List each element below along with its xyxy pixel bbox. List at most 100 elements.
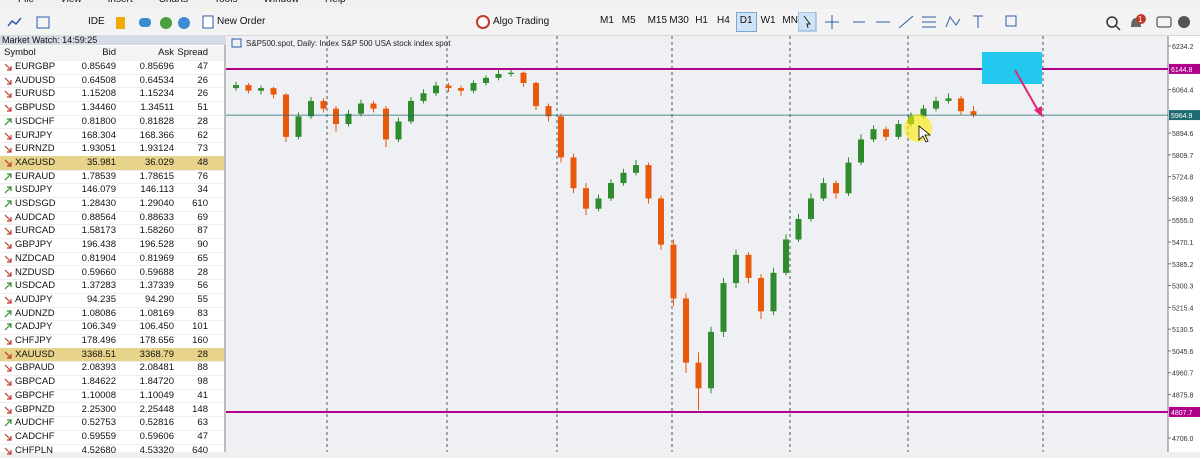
ide-button[interactable]: IDE: [88, 16, 105, 27]
candle-body: [883, 129, 889, 137]
symbol-row[interactable]: CADJPY 106.349 106.450 101: [0, 320, 224, 335]
candle-body: [758, 277, 764, 312]
symbol-row[interactable]: CADCHF 0.59559 0.59606 47: [0, 430, 224, 445]
menu-item[interactable]: Help: [325, 0, 346, 6]
symbol-row[interactable]: XAUUSD 3368.51 3368.79 28: [0, 347, 224, 363]
candle-body: [470, 82, 477, 91]
symbol-row[interactable]: EURUSD 1.15208 1.15234 26: [0, 87, 224, 103]
ask: 2.25448: [139, 403, 174, 415]
ask: 1.15234: [139, 88, 174, 100]
arrow: [4, 447, 12, 455]
direction-icon: [4, 241, 12, 249]
symbol-row[interactable]: EURGBP 0.85649 0.85696 47: [0, 60, 224, 75]
menu-item[interactable]: Window: [263, 0, 299, 6]
symbol-row[interactable]: USDCHF 0.81800 0.81828 28: [0, 115, 224, 130]
symbol-row[interactable]: AUDUSD 0.64508 0.64534 26: [0, 74, 224, 89]
symbol-row[interactable]: GBPUSD 1.34460 1.34511 51: [0, 101, 224, 116]
menu-item[interactable]: Charts: [159, 0, 188, 6]
timeframe-button[interactable]: H1: [695, 15, 708, 26]
symbol-row[interactable]: AUDNZD 1.08086 1.08169 83: [0, 307, 224, 322]
timeframe-button[interactable]: MN: [782, 15, 798, 26]
arrow: [4, 282, 12, 290]
spread: 47: [197, 61, 208, 72]
symbol-row[interactable]: AUDCHF 0.52753 0.52816 63: [0, 416, 224, 431]
candle-body: [720, 283, 727, 332]
symbol-row[interactable]: EURAUD 1.78539 1.78615 76: [0, 170, 224, 185]
candle-body: [795, 218, 802, 240]
new-order-button[interactable]: New Order: [217, 16, 266, 27]
symbol-row[interactable]: EURNZD 1.93051 1.93124 73: [0, 142, 224, 157]
timeframe-button[interactable]: W1: [760, 15, 776, 26]
symbol: NZDUSD: [15, 266, 55, 278]
symbol-row[interactable]: GBPAUD 2.08393 2.08481 88: [0, 361, 224, 377]
direction-icon: [4, 227, 12, 235]
ask: 0.81969: [139, 252, 174, 264]
symbol-row[interactable]: NZDCAD 0.81904 0.81969 65: [0, 252, 224, 267]
symbol-row[interactable]: CHFPLN 4.52680 4.53320 640: [0, 444, 224, 458]
spread: 65: [197, 252, 208, 264]
spread: 47: [197, 430, 208, 442]
symbol: CADCHF: [15, 430, 55, 442]
symbol-row[interactable]: AUDCAD 0.88564 0.88633 69: [0, 211, 224, 226]
spread: 610: [192, 198, 208, 209]
bid: 168.304: [81, 129, 116, 141]
candle-body: [745, 254, 752, 278]
timeframe-button[interactable]: M1: [600, 15, 614, 26]
symbol: XAGUSD: [15, 156, 56, 168]
spread: 83: [197, 307, 208, 319]
spread: 63: [197, 417, 208, 429]
candle-body: [258, 88, 264, 91]
bid: 4.52680: [81, 444, 116, 456]
symbol-row[interactable]: EURJPY 168.304 168.366 62: [0, 129, 224, 144]
candle-body: [620, 172, 627, 184]
arrow: [4, 172, 12, 181]
symbol-row[interactable]: CHFJPY 178.496 178.656 160: [0, 334, 224, 349]
menu-item[interactable]: File: [18, 0, 34, 6]
symbol: NZDCAD: [15, 252, 55, 264]
candle-body: [308, 100, 314, 117]
candle-body: [295, 116, 302, 137]
ask: 1.29040: [139, 198, 174, 209]
symbol-row[interactable]: EURCAD 1.58173 1.58260 87: [0, 224, 224, 240]
symbol: EURAUD: [15, 170, 56, 182]
ask: 1.58260: [139, 225, 174, 237]
arrow: [4, 132, 12, 140]
timeframe-button[interactable]: D1: [735, 12, 757, 32]
spread: 26: [197, 74, 208, 86]
symbol-row[interactable]: GBPJPY 196.438 196.528 90: [0, 238, 224, 253]
menu-item[interactable]: View: [60, 0, 82, 6]
candle-body: [520, 72, 527, 83]
arrow: [4, 63, 12, 71]
direction-icon: [4, 90, 12, 98]
symbol-row[interactable]: USDCAD 1.37283 1.37339 56: [0, 279, 224, 294]
candle-body: [945, 98, 952, 101]
algo-trading-button[interactable]: Algo Trading: [493, 16, 550, 27]
y-tick-label: 5470.1: [1172, 240, 1194, 247]
chart-title: S&P500.spot, Daily: Index S&P 500 USA st…: [246, 39, 451, 48]
direction-icon: [4, 433, 12, 441]
menu-item[interactable]: Tools: [214, 0, 237, 6]
level-label: 6144.8: [1171, 67, 1193, 74]
symbol-row[interactable]: NZDUSD 0.59660 0.59688 28: [0, 266, 224, 281]
symbol-row[interactable]: AUDJPY 94.235 94.290 55: [0, 293, 224, 308]
timeframe-button[interactable]: H4: [717, 15, 730, 26]
timeframe-button[interactable]: M5: [621, 15, 636, 26]
symbol-row[interactable]: GBPNZD 2.25300 2.25448 148: [0, 403, 224, 418]
symbol-row[interactable]: GBPCAD 1.84622 1.84720 98: [0, 375, 224, 390]
symbol-row[interactable]: USDSGD 1.28430 1.29040 610: [0, 197, 224, 212]
timeframe-button[interactable]: M30: [669, 15, 689, 26]
timeframe-button[interactable]: M15: [647, 15, 668, 26]
column-header: Symbol: [4, 47, 36, 58]
direction-icon: [4, 378, 12, 386]
symbol: USDCHF: [15, 115, 55, 127]
direction-icon: [4, 104, 12, 112]
direction-icon: [4, 145, 12, 153]
symbol-row[interactable]: XAGUSD 35.981 36.029 48: [0, 155, 224, 171]
direction-icon: [4, 269, 12, 277]
symbol-row[interactable]: GBPCHF 1.10008 1.10049 41: [0, 389, 224, 404]
menu-item[interactable]: Insert: [108, 0, 133, 6]
symbol-row[interactable]: USDJPY 146.079 146.113 34: [0, 183, 224, 198]
candle-body: [420, 93, 427, 101]
ask: 3368.79: [139, 348, 174, 360]
bid: 1.84622: [81, 376, 116, 388]
